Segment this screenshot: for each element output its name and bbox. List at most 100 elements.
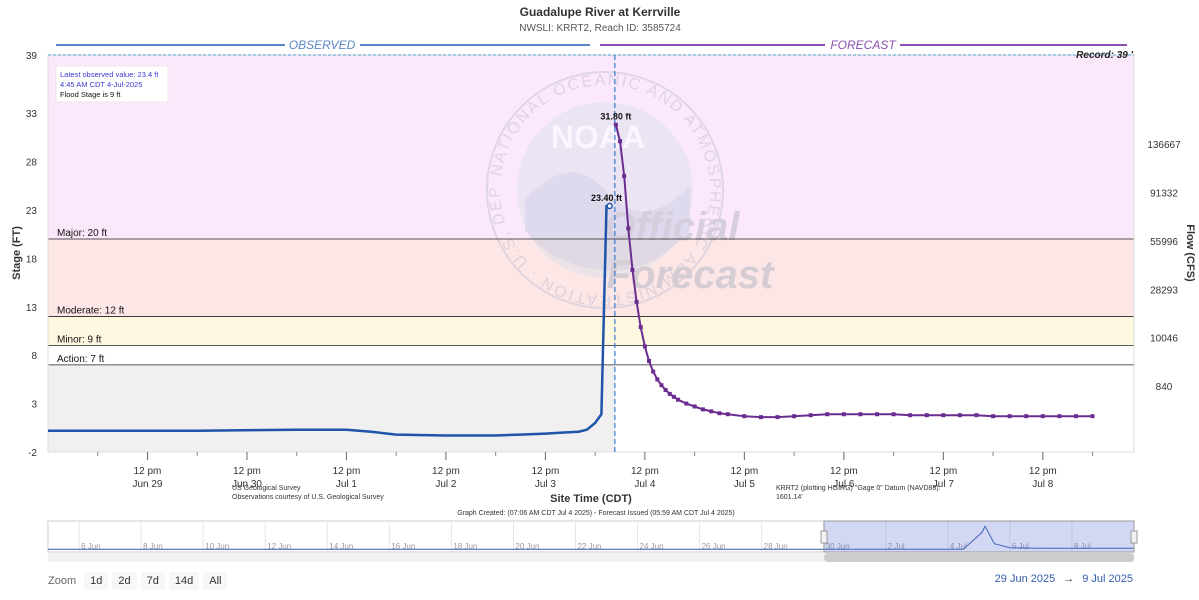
forecast-point[interactable]: [891, 412, 896, 417]
x-tick-date-1: Jun 30: [232, 479, 262, 490]
y2-tick-label-2: 28293: [1150, 285, 1178, 296]
forecast-point[interactable]: [1040, 414, 1045, 419]
forecast-point[interactable]: [1024, 414, 1029, 419]
forecast-point[interactable]: [676, 397, 681, 402]
forecast-point[interactable]: [758, 415, 763, 420]
forecast-point[interactable]: [692, 404, 697, 409]
forecast-point[interactable]: [841, 412, 846, 417]
range-from[interactable]: 29 Jun 2025: [994, 573, 1056, 585]
x-tick-date-9: Jul 8: [1032, 479, 1054, 490]
forecast-point[interactable]: [671, 394, 676, 399]
forecast-point[interactable]: [659, 383, 664, 388]
forecast-point[interactable]: [924, 413, 929, 418]
forecast-point[interactable]: [638, 325, 643, 330]
forecast-point[interactable]: [991, 414, 996, 419]
series-forecast-line: [614, 124, 1093, 419]
forecast-point[interactable]: [634, 299, 639, 304]
forecast-point[interactable]: [717, 411, 722, 416]
x-axis-title: Site Time (CDT): [550, 493, 632, 505]
latest-observed-point[interactable]: [606, 202, 613, 210]
forecast-point[interactable]: [684, 401, 689, 406]
navigator-label-5: 16 Jun: [391, 542, 415, 551]
noaa-logo-text: NOAA: [551, 119, 645, 155]
navigator-labels: 6 Jun 8 Jun 10 Jun 12 Jun 14 Jun 16 Jun 18 Jun…: [78, 521, 1091, 552]
navigator-label-13: 2 Jul: [888, 542, 905, 551]
series-observed-line: [48, 204, 610, 437]
forecast-point[interactable]: [700, 407, 705, 412]
forecast-label: FORECAST: [830, 38, 897, 52]
forecast-point[interactable]: [647, 358, 652, 363]
flood-band-2: [48, 316, 1134, 346]
forecast-point[interactable]: [792, 414, 797, 419]
x-tick-date-6: Jul 5: [734, 479, 756, 490]
y-tick-label-3: 13: [26, 303, 38, 314]
forecast-point[interactable]: [974, 413, 979, 418]
point-label-1: 31.80 ft: [600, 112, 631, 122]
forecast-point[interactable]: [858, 412, 863, 417]
forecast-point[interactable]: [1007, 414, 1012, 419]
navigator-label-1: 8 Jun: [143, 542, 163, 551]
x-tick-label-2: 12 pm: [333, 466, 361, 477]
x-axis: 12 pm Jun 29 12 pm Jun 30 12 pm Jul 1 12 pm Jul…: [97, 452, 1094, 490]
forecast-point[interactable]: [908, 413, 913, 418]
chart-title: Guadalupe River at Kerrville: [520, 5, 681, 19]
forecast-point[interactable]: [742, 414, 747, 419]
forecast-point[interactable]: [1057, 414, 1062, 419]
zoom-14d-button[interactable]: 14d: [168, 572, 200, 590]
forecast-point[interactable]: [663, 388, 668, 393]
navigator-handle-right[interactable]: [1130, 530, 1138, 544]
forecast-point[interactable]: [957, 413, 962, 418]
watermark-official: Official: [605, 205, 741, 249]
threshold-label-0: Major: 20 ft: [57, 228, 107, 239]
forecast-point[interactable]: [655, 377, 660, 382]
forecast-point[interactable]: [630, 267, 635, 272]
flood-category-bands: [48, 55, 1134, 452]
forecast-point[interactable]: [775, 415, 780, 420]
forecast-point[interactable]: [825, 412, 830, 417]
y-tick-label-0: -2: [28, 448, 37, 459]
navigator-scrollbar-thumb[interactable]: [824, 553, 1134, 562]
x-tick-date-4: Jul 3: [535, 479, 557, 490]
forecast-point[interactable]: [618, 139, 623, 144]
y-tick-label-2: 8: [31, 351, 37, 362]
forecast-point[interactable]: [626, 226, 631, 231]
range-to[interactable]: 9 Jul 2025: [1082, 573, 1133, 585]
zoom-all-button[interactable]: All: [203, 572, 228, 590]
x-tick-date-8: Jul 7: [933, 479, 955, 490]
x-tick-date-5: Jul 4: [634, 479, 656, 490]
zoom-2d-button[interactable]: 2d: [112, 572, 137, 590]
navigator-label-0: 6 Jun: [81, 542, 101, 551]
forecast-point[interactable]: [875, 412, 880, 417]
footer-datum-value: 1601.14': [776, 494, 803, 501]
navigator[interactable]: 6 Jun 8 Jun 10 Jun 12 Jun 14 Jun 16 Jun 18 Jun…: [47, 520, 1138, 562]
zoom-7d-button[interactable]: 7d: [140, 572, 165, 590]
forecast-point[interactable]: [808, 413, 813, 418]
forecast-point[interactable]: [613, 122, 618, 127]
forecast-point[interactable]: [709, 409, 714, 414]
forecast-point[interactable]: [622, 174, 627, 179]
point-labels: 23.40 ft 31.80 ft: [591, 112, 631, 203]
zoom-1d-button[interactable]: 1d: [84, 572, 109, 590]
forecast-point[interactable]: [1073, 414, 1078, 419]
y-axis-stage: -2 3 8 13 18 23 28 33 39: [26, 51, 38, 459]
forecast-point[interactable]: [651, 369, 656, 374]
navigator-window[interactable]: [823, 520, 1135, 553]
forecast-point[interactable]: [725, 412, 730, 417]
latest-time-text: 4:45 AM CDT 4-Jul-2025: [60, 80, 142, 89]
point-label-0: 23.40 ft: [591, 193, 622, 203]
forecast-point[interactable]: [667, 391, 672, 396]
y-tick-label-6: 28: [26, 158, 38, 169]
flood-stage-text: Flood Stage is 9 ft: [60, 90, 121, 99]
navigator-handle-left[interactable]: [820, 530, 828, 544]
navigator-label-3: 12 Jun: [267, 542, 291, 551]
latest-observation-box: Latest observed value: 23.4 ft 4:45 AM C…: [55, 65, 169, 103]
forecast-point[interactable]: [642, 344, 647, 349]
navigator-label-10: 26 Jun: [702, 542, 726, 551]
x-tick-label-0: 12 pm: [134, 466, 162, 477]
y-tick-label-4: 18: [26, 254, 38, 265]
observed-forecast-banner: OBSERVED FORECAST: [56, 38, 1127, 52]
forecast-point[interactable]: [941, 413, 946, 418]
navigator-scrollbar-track[interactable]: [48, 553, 1134, 562]
forecast-point[interactable]: [1090, 414, 1095, 419]
